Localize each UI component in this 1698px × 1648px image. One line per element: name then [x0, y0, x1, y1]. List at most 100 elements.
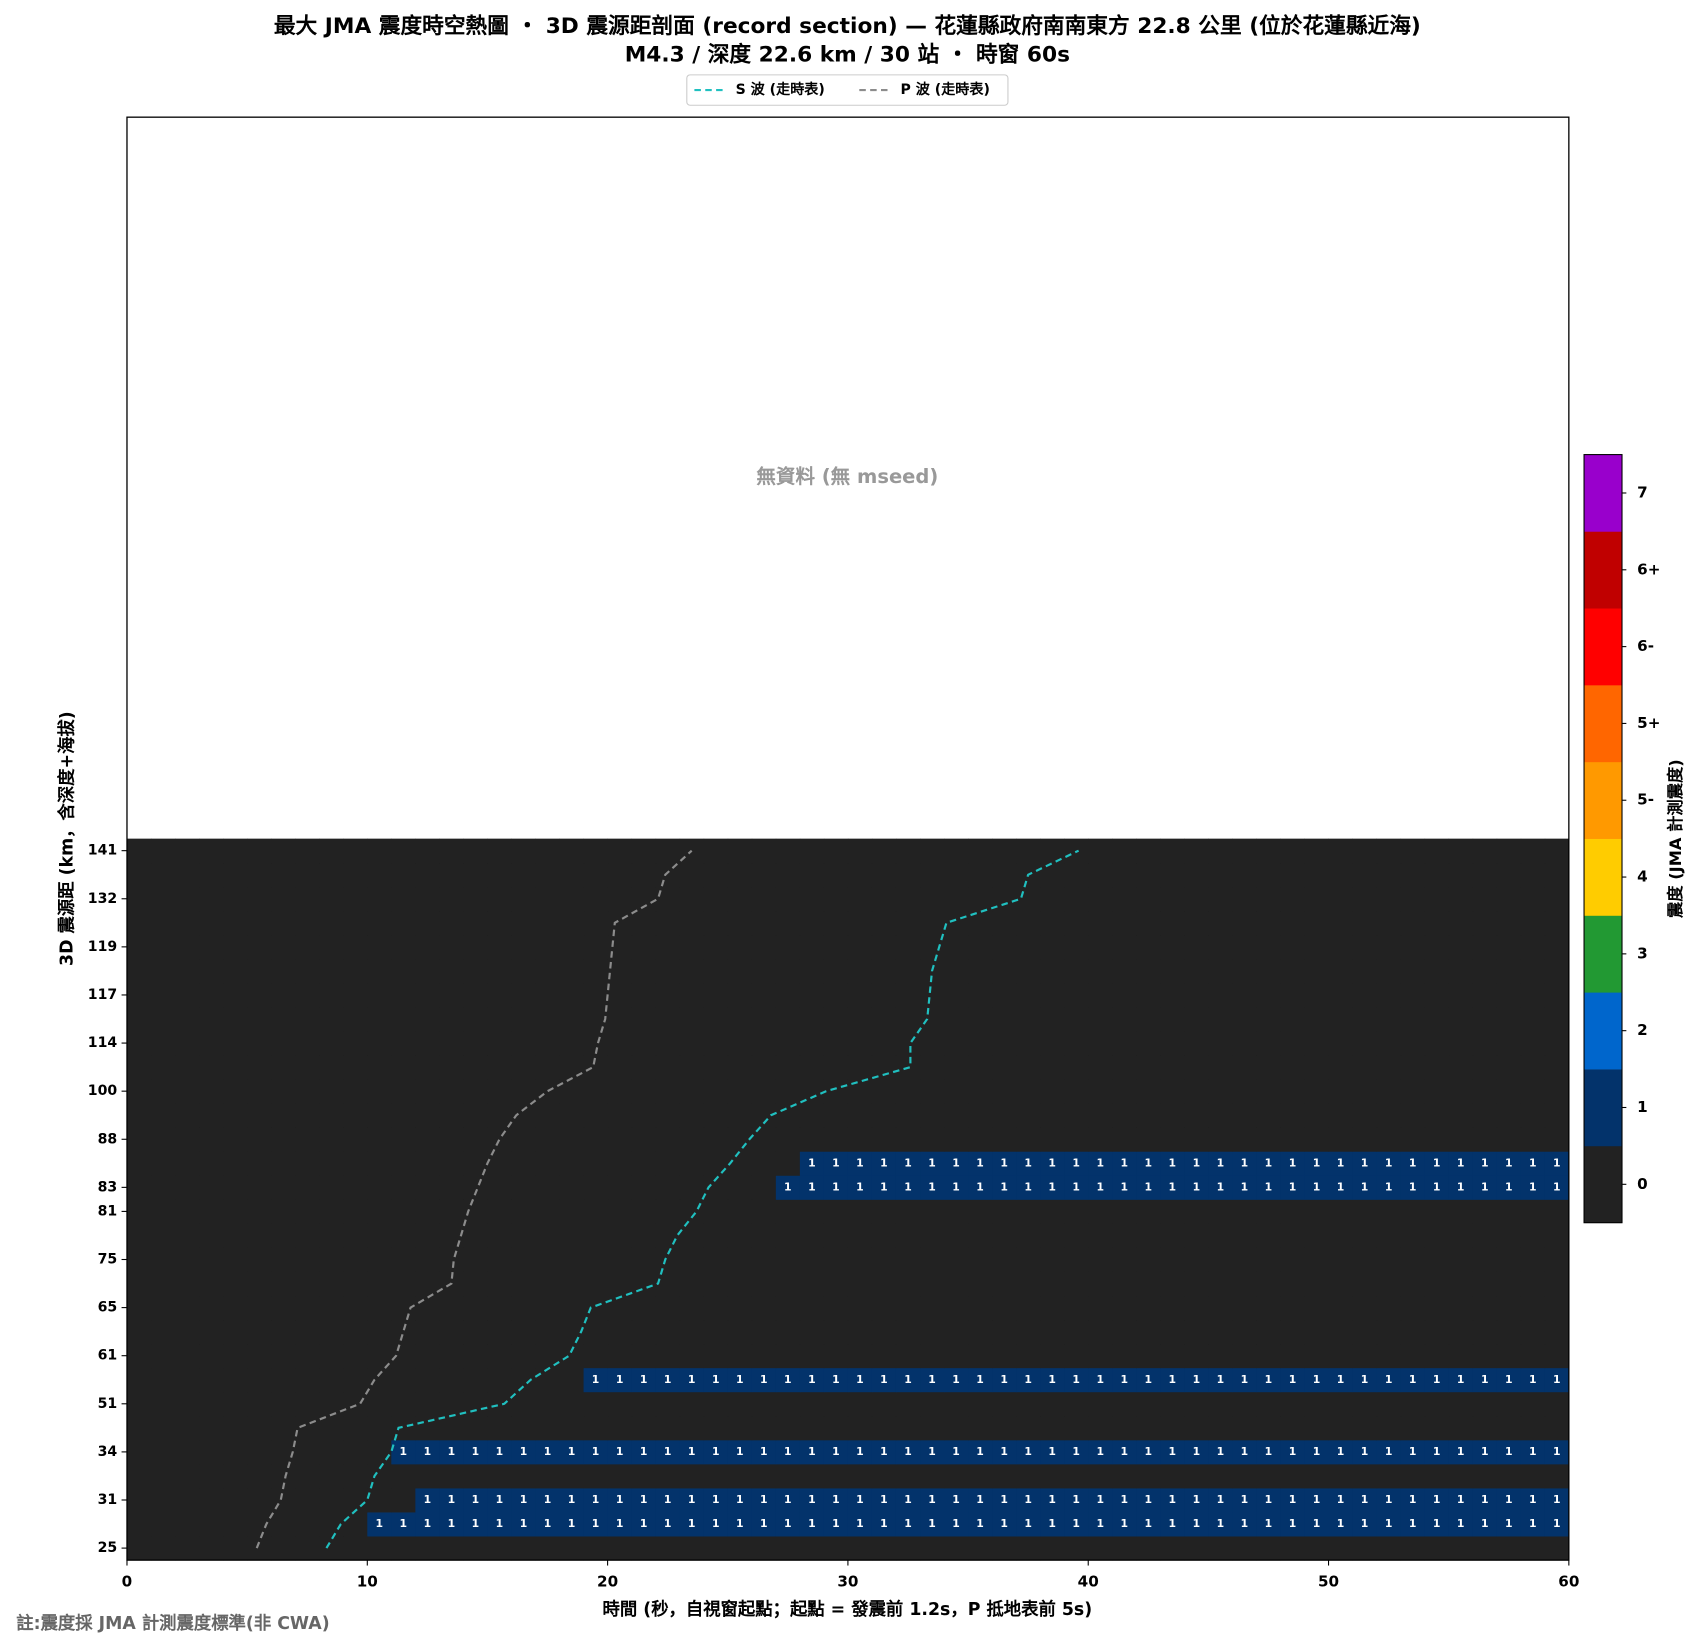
colorbar-swatch: [1584, 685, 1623, 763]
heatmap-cell: [271, 862, 296, 888]
heatmap-cell: [823, 1536, 849, 1561]
heatmap-cell: [175, 1223, 200, 1248]
heatmap-cell: [415, 1103, 440, 1128]
heatmap-cell: [1160, 838, 1185, 864]
heatmap-cell: [847, 1463, 873, 1489]
heatmap-cell: [1040, 1536, 1065, 1561]
heatmap-cell: [1112, 1223, 1137, 1248]
heatmap-cell: [535, 1512, 560, 1537]
heatmap-cell: [126, 1006, 152, 1032]
heatmap-cell: [992, 1247, 1017, 1272]
heatmap-cell: [920, 1031, 945, 1056]
heatmap-cell: [1184, 1319, 1209, 1345]
heatmap-cell: [968, 1487, 993, 1513]
heatmap-cell: [968, 1079, 993, 1104]
heatmap-cell: [823, 1295, 849, 1321]
heatmap-cell: [679, 1079, 705, 1104]
heatmap-cell: [463, 1271, 488, 1297]
heatmap-cell: [1208, 1079, 1233, 1104]
heatmap-cell: [944, 862, 969, 888]
heatmap-cell: [1016, 910, 1041, 936]
heatmap-cell: [799, 1415, 825, 1441]
heatmap-cell: [1328, 1439, 1354, 1465]
heatmap-cell: [968, 1103, 993, 1128]
heatmap-cell: [1016, 1415, 1041, 1441]
heatmap-cell: [655, 1391, 681, 1417]
heatmap-cell: [319, 1391, 344, 1417]
cell-label: 1: [1217, 1517, 1225, 1530]
cell-label: 1: [1313, 1373, 1321, 1386]
heatmap-cell: [1184, 1487, 1209, 1513]
heatmap-cell: [367, 1367, 392, 1393]
cell-label: 1: [1313, 1180, 1321, 1193]
heatmap-cell: [295, 1415, 320, 1441]
heatmap-cell: [367, 1175, 392, 1200]
heatmap-cell: [343, 1439, 368, 1465]
heatmap-cell: [511, 1247, 536, 1272]
heatmap-cell: [511, 1079, 536, 1104]
heatmap-cell: [1208, 1223, 1233, 1248]
heatmap-cell: [1304, 838, 1329, 864]
heatmap-cell: [463, 958, 488, 984]
heatmap-cell: [871, 1055, 897, 1080]
heatmap-cell: [439, 1295, 464, 1321]
heatmap-cell: [775, 1127, 801, 1152]
heatmap-cell: [920, 1415, 945, 1441]
cell-label: 1: [376, 1517, 384, 1530]
heatmap-cell: [487, 1151, 512, 1176]
heatmap-cell: [1064, 1103, 1089, 1128]
heatmap-cell: [1280, 1512, 1305, 1537]
heatmap-cell: [511, 886, 536, 912]
heatmap-cell: [559, 1103, 585, 1128]
cell-label: 1: [664, 1445, 672, 1458]
heatmap-cell: [679, 1487, 705, 1513]
heatmap-cell: [535, 886, 560, 912]
heatmap-cell: [535, 958, 560, 984]
heatmap-cell: [223, 1103, 248, 1128]
heatmap-cell: [1400, 1006, 1426, 1032]
heatmap-cell: [823, 910, 849, 936]
heatmap-cell: [703, 934, 729, 960]
heatmap-cell: [1040, 958, 1065, 984]
heatmap-cell: [1160, 1006, 1185, 1032]
heatmap-cell: [175, 1415, 200, 1441]
heatmap-cell: [944, 1536, 969, 1561]
heatmap-cell: [871, 1295, 897, 1321]
heatmap-cell: [1160, 1415, 1185, 1441]
cell-label: 1: [1120, 1180, 1128, 1193]
heatmap-cell: [463, 1031, 488, 1056]
heatmap-cell: [343, 862, 368, 888]
cell-label: 1: [1385, 1493, 1393, 1506]
heatmap-cell: [1328, 1103, 1354, 1128]
heatmap-cell: [775, 886, 801, 912]
heatmap-cell: [751, 958, 777, 984]
cell-label: 1: [856, 1156, 864, 1169]
heatmap-cell: [583, 1151, 609, 1176]
cell-label: 1: [448, 1445, 456, 1458]
heatmap-cell: [799, 1151, 825, 1176]
heatmap-cell: [1520, 1463, 1546, 1489]
heatmap-cell: [631, 1175, 657, 1200]
heatmap-cell: [775, 1175, 801, 1200]
cell-label: 1: [928, 1156, 936, 1169]
heatmap-cell: [1208, 1199, 1233, 1224]
heatmap-cell: [944, 982, 969, 1008]
heatmap-cell: [1400, 1295, 1426, 1321]
heatmap-cell: [871, 862, 897, 888]
heatmap-cell: [1208, 1006, 1233, 1032]
heatmap-cell: [847, 1367, 873, 1393]
heatmap-cell: [799, 982, 825, 1008]
heatmap-cell: [487, 1295, 512, 1321]
legend-label: P 波 (走時表): [901, 81, 990, 98]
heatmap-cell: [511, 1271, 536, 1297]
heatmap-cell: [992, 1151, 1017, 1176]
heatmap-cell: [1088, 1103, 1113, 1128]
cell-label: 1: [784, 1445, 792, 1458]
heatmap-cell: [1112, 934, 1137, 960]
heatmap-cell: [1520, 862, 1546, 888]
heatmap-cell: [1232, 910, 1257, 936]
heatmap-cell: [1208, 1103, 1233, 1128]
heatmap-cell: [535, 1463, 560, 1489]
heatmap-cell: [631, 958, 657, 984]
heatmap-cell: [1136, 1079, 1161, 1104]
